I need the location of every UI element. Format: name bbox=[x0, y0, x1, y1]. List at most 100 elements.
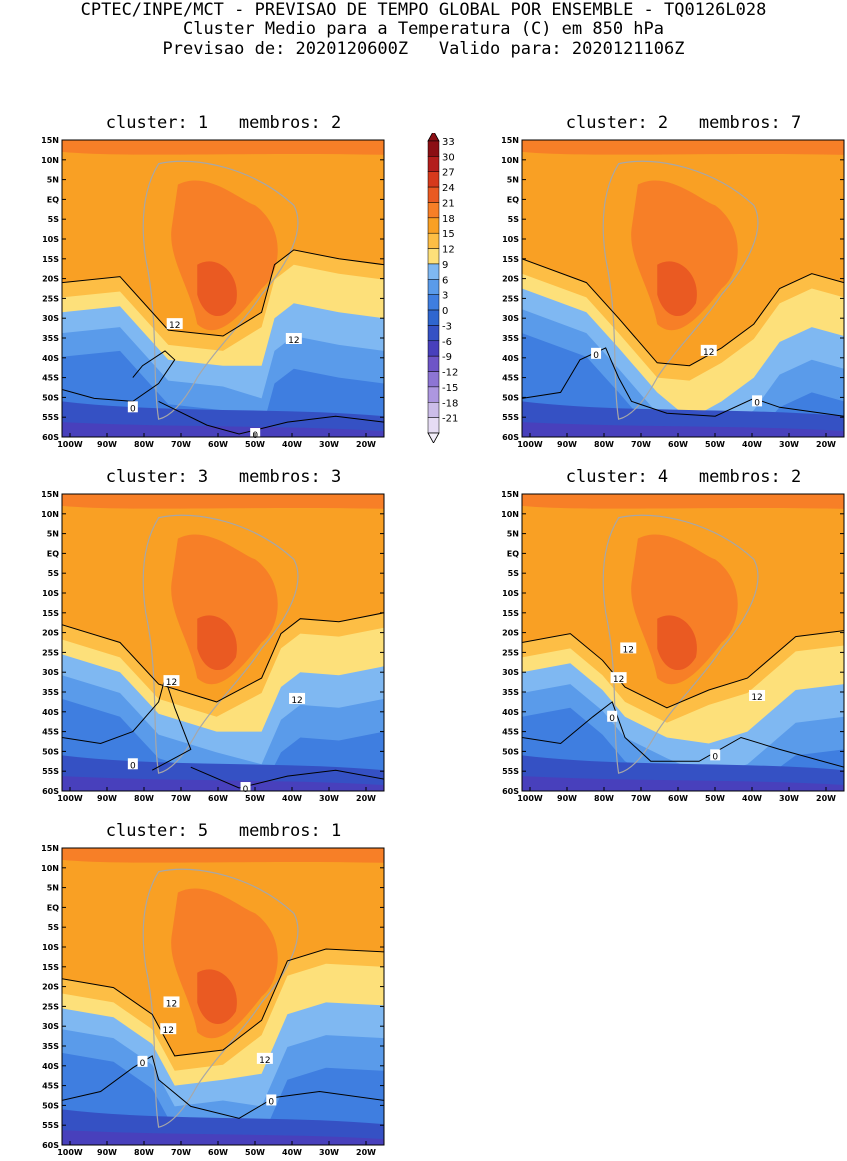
colorbar-swatch bbox=[427, 140, 440, 157]
cluster-2-map: 0 12 0 15N 10N 5N EQ 5S 10S 15S 20S 25S 30S 35S 40S 45S… bbox=[501, 136, 845, 449]
longitude-label: 80W bbox=[594, 440, 614, 449]
continent-outline bbox=[142, 514, 299, 774]
latitude-label: 35S bbox=[502, 688, 519, 697]
longitude-label: 60W bbox=[208, 1148, 228, 1157]
latitude-label: 40S bbox=[42, 708, 59, 717]
latitude-label: 40S bbox=[42, 354, 59, 363]
latitude-label: 5N bbox=[47, 176, 59, 185]
cluster-4-title: cluster: 4 membros: 2 bbox=[565, 467, 802, 487]
contour-label: 12 bbox=[163, 1026, 174, 1036]
latitude-label: EQ bbox=[507, 549, 519, 558]
colorbar-swatch bbox=[427, 248, 440, 265]
longitude-label: 30W bbox=[779, 440, 799, 449]
longitude-label: 50W bbox=[705, 440, 725, 449]
longitude-label: 30W bbox=[319, 1148, 339, 1157]
latitude-label: 30S bbox=[502, 314, 519, 323]
cluster-5-map: 12 12 12 0 0 15N 10N 5N EQ 5S 10S 15S 20S 25S 30S 35S 40… bbox=[41, 844, 385, 1157]
latitude-label: 10S bbox=[502, 589, 519, 598]
longitude-label: 20W bbox=[816, 794, 836, 803]
longitude-label: 20W bbox=[356, 1148, 376, 1157]
contour-label-box bbox=[166, 318, 183, 330]
contour-label: 12 bbox=[613, 675, 624, 685]
latitude-label: 10S bbox=[502, 235, 519, 244]
longitude-label: 80W bbox=[134, 794, 154, 803]
contour-12 bbox=[522, 630, 844, 709]
latitude-label: 25S bbox=[42, 294, 59, 303]
colorbar-swatch bbox=[427, 186, 440, 203]
colorbar-swatch bbox=[427, 232, 440, 249]
colorbar-label: -9 bbox=[442, 352, 452, 363]
latitude-label: 45S bbox=[502, 374, 519, 383]
latitude-label: 10N bbox=[41, 156, 59, 165]
colorbar-label: 18 bbox=[442, 214, 455, 225]
contour-label-box bbox=[256, 1052, 273, 1064]
latitude-label: 55S bbox=[42, 1121, 59, 1130]
contour-label-box bbox=[127, 758, 138, 770]
longitude-label: 30W bbox=[319, 794, 339, 803]
longitude-label: 90W bbox=[97, 1148, 117, 1157]
contour-label: 0 bbox=[754, 398, 760, 408]
colorbar-swatch bbox=[427, 294, 440, 311]
latitude-label: 50S bbox=[42, 747, 59, 756]
longitude-label: 100W bbox=[57, 440, 83, 449]
latitude-label: 50S bbox=[502, 393, 519, 402]
contour-label-box bbox=[163, 675, 180, 687]
longitude-label: 40W bbox=[282, 1148, 302, 1157]
colorbar-label: 30 bbox=[442, 152, 455, 163]
latitude-label: 25S bbox=[42, 1002, 59, 1011]
colorbar-swatch bbox=[427, 217, 440, 234]
colorbar-label: -21 bbox=[442, 414, 458, 425]
latitude-label: 10S bbox=[42, 235, 59, 244]
longitude-label: 90W bbox=[97, 794, 117, 803]
latitude-label: 20S bbox=[502, 629, 519, 638]
latitude-label: 5S bbox=[48, 569, 60, 578]
latitude-label: 10S bbox=[42, 589, 59, 598]
cluster-1-panel: cluster: 1 membros: 2 12120015N10N5NEQ5S… bbox=[0, 113, 385, 449]
longitude-label: 70W bbox=[171, 1148, 191, 1157]
colorbar-swatch bbox=[427, 386, 440, 403]
latitude-label: 55S bbox=[502, 767, 519, 776]
header-line-3: Previsao de: 2020120600Z Valido para: 20… bbox=[162, 39, 685, 59]
latitude-label: 10N bbox=[501, 510, 519, 519]
colorbar-label: -18 bbox=[442, 398, 458, 409]
latitude-label: 30S bbox=[42, 1022, 59, 1031]
colorbar-swatch bbox=[427, 371, 440, 388]
cluster-4-panel: cluster: 4 membros: 2 12 12 12 0 0 15N 10N 5N EQ… bbox=[460, 467, 845, 803]
cluster-3-map: 12 12 0 0 15N 10N 5N EQ 5S 10S 15S 20S 25S 30S 35S 40S 4… bbox=[41, 490, 385, 803]
latitude-label: EQ bbox=[507, 195, 519, 204]
contour-label-box bbox=[137, 1055, 148, 1067]
latitude-label: 5N bbox=[507, 530, 519, 539]
colorbar-label: 15 bbox=[442, 229, 455, 240]
latitude-label: 25S bbox=[502, 648, 519, 657]
latitude-label: 15S bbox=[502, 609, 519, 618]
contour-label-box bbox=[285, 332, 302, 344]
contour-label: 12 bbox=[166, 678, 177, 688]
header-line-2: Cluster Medio para a Temperatura (C) em … bbox=[182, 19, 665, 39]
latitude-label: 45S bbox=[42, 728, 59, 737]
cluster-3-title: cluster: 3 membros: 3 bbox=[105, 467, 342, 487]
contour-0 bbox=[190, 766, 384, 789]
latitude-label: 50S bbox=[42, 393, 59, 402]
latitude-label: 20S bbox=[42, 983, 59, 992]
latitude-label: 35S bbox=[502, 334, 519, 343]
colorbar-label: 9 bbox=[442, 260, 448, 271]
contour-0 bbox=[158, 400, 384, 435]
latitude-label: 35S bbox=[42, 1042, 59, 1051]
longitude-label: 80W bbox=[134, 440, 154, 449]
contour-label-box bbox=[160, 1023, 177, 1035]
latitude-label: 35S bbox=[42, 334, 59, 343]
contour-label: 12 bbox=[259, 1056, 270, 1066]
longitude-label: 70W bbox=[171, 440, 191, 449]
contour-label: 12 bbox=[291, 696, 302, 706]
latitude-label: 25S bbox=[42, 648, 59, 657]
header-line-1: CPTEC/INPE/MCT - PREVISAO DE TEMPO GLOBA… bbox=[80, 0, 767, 20]
longitude-label: 60W bbox=[208, 794, 228, 803]
longitude-label: 40W bbox=[742, 440, 762, 449]
longitude-label: 90W bbox=[557, 440, 577, 449]
latitude-label: 40S bbox=[502, 708, 519, 717]
contour-label-box bbox=[266, 1094, 277, 1106]
latitude-label: 20S bbox=[502, 275, 519, 284]
contour-0 bbox=[522, 701, 844, 768]
colorbar-swatch bbox=[427, 156, 440, 172]
